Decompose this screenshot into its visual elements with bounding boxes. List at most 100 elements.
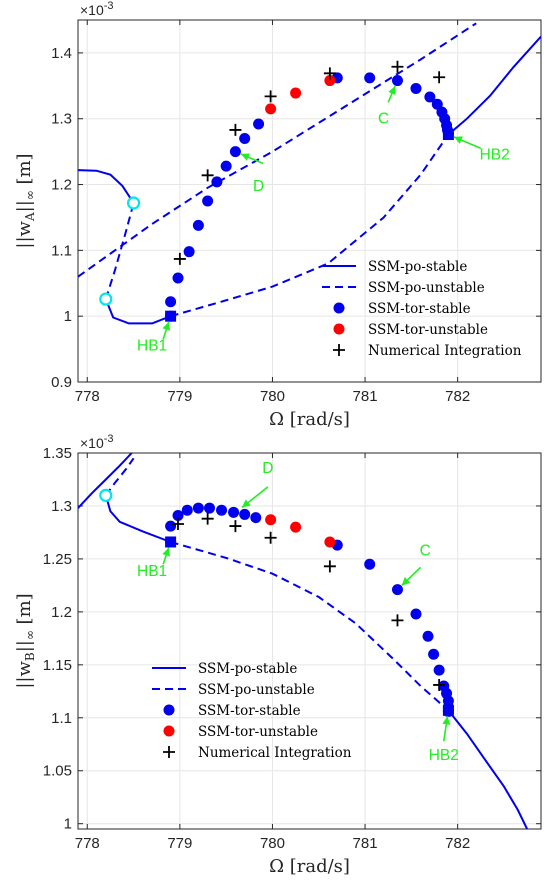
chart-1-xlabel: Ω [rad/s] — [269, 856, 350, 877]
chart-1-tor-unstable-2 — [324, 536, 336, 548]
chart-1-tor-stable-11 — [364, 558, 376, 570]
chart-1-tor-unstable-0 — [265, 514, 277, 526]
chart-0-tor-stable-14 — [410, 82, 422, 94]
chart-0-annot-label-2: C — [378, 110, 389, 127]
chart-0-ylabel: ||wA||∞ [m] — [14, 153, 37, 248]
chart-1-legend-label-4: Numerical Integration — [198, 745, 352, 761]
chart-0-annot-arrow-head-3 — [453, 136, 463, 144]
chart-0-numerical-4 — [323, 67, 336, 80]
chart-1-numerical-3 — [264, 531, 277, 544]
chart-0-tor-stable-6 — [211, 176, 223, 188]
chart-1-po-stable-1 — [104, 495, 171, 543]
chart-1-numerical-2 — [229, 520, 242, 533]
chart-1-legend: SSM-po-stable SSM-po-unstable SSM-tor-stab… — [152, 661, 352, 761]
chart-1-axes-box — [77, 452, 542, 830]
chart-0-annot-arrow-head-0 — [162, 321, 171, 331]
chart-0-tor-stable-1 — [165, 296, 177, 308]
chart-0-xtick-label-1: 779 — [167, 388, 192, 405]
chart-1-ytick-label-2: 1.1 — [51, 710, 72, 727]
chart-0-tor-stable-10 — [253, 118, 265, 130]
chart-1-legend-swatch-tor-stable — [163, 704, 175, 716]
chart-1-tor-stable-8 — [239, 508, 251, 520]
chart-0-legend-label-1: SSM-po-unstable — [368, 280, 485, 296]
chart-0-numerical-6 — [433, 71, 446, 84]
chart-0-hopf-point-1 — [442, 129, 454, 141]
chart-0-fold-point-0 — [99, 292, 113, 306]
chart-1-ytick-label-1: 1.05 — [43, 763, 72, 780]
chart-1-legend-label-0: SSM-po-stable — [198, 661, 297, 677]
chart-0-legend-label-4: Numerical Integration — [368, 343, 522, 359]
chart-1-tor-stable-2 — [172, 509, 184, 521]
chart-1-xtick-label-4: 782 — [445, 835, 470, 852]
chart-0-numerical-0 — [173, 252, 186, 265]
chart-1-tor-stable-7 — [228, 506, 240, 518]
chart-0-exponent: ×10-3 — [80, 0, 114, 18]
chart-1-exponent-power: -3 — [104, 433, 114, 445]
chart-1-plot-area — [78, 453, 528, 829]
chart-0-tor-unstable-2 — [324, 75, 336, 87]
chart-0-annot-label-1: D — [253, 178, 264, 195]
chart-1-numerical-0 — [172, 517, 185, 530]
chart-1-ylabel-sub: B — [23, 652, 37, 661]
chart-0-tor-stable-12 — [364, 72, 376, 84]
chart-0-annot-label-3: HB2 — [480, 147, 510, 164]
chart-0-numerical-5 — [391, 60, 404, 73]
chart-1-tor-stable-15 — [428, 648, 440, 660]
chart-1-po-unstable-0 — [104, 457, 135, 496]
chart-1-annot-arrow-head-2 — [401, 577, 411, 586]
chart-1-tor-stable-16 — [433, 664, 445, 676]
chart-0-legend: SSM-po-stable SSM-po-unstable SSM-tor-stab… — [322, 259, 522, 359]
chart-0-ytick-label-0: 0.9 — [51, 374, 72, 391]
chart-0-hopf-point-0 — [165, 310, 177, 322]
chart-0-po-stable-0 — [78, 169, 135, 204]
chart-1-xtick-label-3: 781 — [353, 835, 378, 852]
chart-0-fold-point-1 — [126, 196, 141, 210]
chart-1-xtick-label-2: 780 — [260, 835, 285, 852]
chart-0-ytick-label-2: 1.1 — [51, 242, 72, 259]
chart-1-ylabel-tail: || — [14, 640, 35, 652]
chart-1-ytick-label-7: 1.35 — [43, 445, 72, 462]
chart-1-annot-arrow-head-1 — [241, 499, 251, 508]
chart-1-numerical-4 — [323, 560, 336, 573]
chart-0-legend-label-3: SSM-tor-unstable — [368, 322, 488, 338]
chart-0-numerical-3 — [264, 90, 277, 103]
chart-1-legend-label-2: SSM-tor-stable — [198, 703, 301, 719]
chart-1-tor-stable-5 — [203, 502, 215, 514]
chart-0-axes-box — [77, 19, 542, 383]
chart-1-annot-label-1: D — [262, 460, 273, 477]
chart-1-annot-arrow-head-3 — [442, 716, 451, 725]
chart-1-exponent: ×10-3 — [80, 433, 114, 451]
chart-1-ytick-label-6: 1.3 — [51, 498, 72, 515]
chart-1-hopf-point-0 — [165, 536, 177, 548]
chart-1-numerical-6 — [433, 678, 446, 691]
chart-1-tor-stable-14 — [422, 630, 434, 642]
chart-0-legend-swatch-tor-stable — [333, 302, 345, 314]
chart-0-tor-stable-3 — [183, 246, 195, 258]
chart-1-legend-swatch-numerical — [163, 746, 175, 758]
chart-1-ylabel-unit: [m] — [14, 593, 35, 630]
chart-0-ytick-label-5: 1.4 — [51, 45, 72, 62]
chart-0-tor-stable-15 — [424, 91, 436, 103]
chart-0-po-unstable-0 — [78, 22, 477, 278]
chart-1-ylabel-base: ||w — [14, 661, 35, 689]
chart-0-numerical-2 — [229, 123, 242, 136]
chart-0-xtick-label-0: 778 — [75, 388, 100, 405]
chart-0-legend-swatch-tor-unstable — [333, 323, 345, 335]
chart-1-annot-label-0: HB1 — [137, 563, 167, 580]
top-panel-wA: 778 779 780 781 782 0.9 1 1.1 1.2 1.3 1.4 ×10-3 Ω [r… — [14, 0, 542, 430]
chart-0-ylabel-sub: A — [23, 212, 37, 222]
chart-0-ytick-label-1: 1 — [64, 308, 72, 325]
chart-1-ytick-label-4: 1.2 — [51, 604, 72, 621]
chart-1-tor-stable-3 — [181, 504, 193, 516]
chart-0-annot-arrow-head-1 — [240, 153, 250, 161]
chart-1-hopf-point-1 — [442, 704, 454, 716]
chart-0-po-stable-1 — [104, 298, 171, 325]
chart-0-legend-label-2: SSM-tor-stable — [368, 301, 471, 317]
chart-1-numerical-1 — [201, 512, 214, 525]
chart-1-tor-stable-12 — [391, 584, 403, 596]
chart-0-annot-label-0: HB1 — [137, 337, 167, 354]
chart-1-legend-swatch-tor-unstable — [163, 725, 175, 737]
chart-0-ytick-label-3: 1.2 — [51, 177, 72, 194]
chart-1-fold-point-0 — [99, 488, 113, 502]
chart-0-tor-stable-7 — [220, 160, 232, 172]
